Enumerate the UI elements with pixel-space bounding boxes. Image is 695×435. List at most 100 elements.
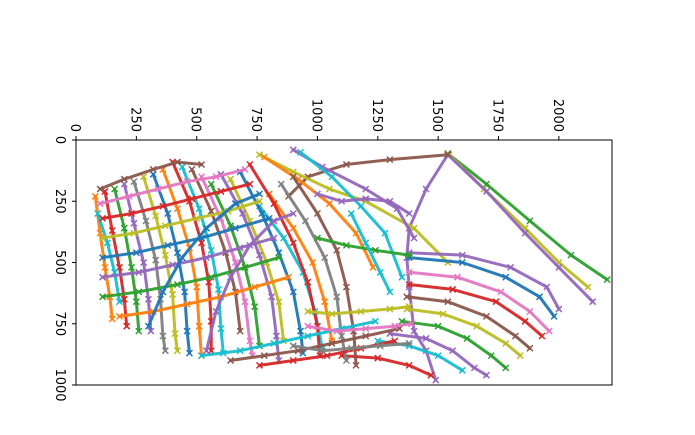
data-point-marker xyxy=(369,263,377,271)
data-point-marker xyxy=(270,339,278,347)
data-point-marker xyxy=(526,217,534,225)
data-point-marker xyxy=(304,307,312,316)
data-point-marker xyxy=(161,222,169,230)
data-point-marker xyxy=(260,352,268,360)
data-point-marker xyxy=(338,197,346,205)
data-point-marker xyxy=(185,349,194,357)
data-point-marker xyxy=(297,327,305,335)
data-point-marker xyxy=(241,263,249,271)
series-55 xyxy=(304,303,413,318)
data-point-marker xyxy=(144,322,152,330)
data-point-marker xyxy=(159,202,167,210)
x-tick-label: 750 xyxy=(248,107,263,132)
data-point-marker xyxy=(325,185,334,193)
data-point-marker xyxy=(258,209,266,218)
data-point-marker xyxy=(246,241,254,249)
data-point-marker xyxy=(120,295,128,303)
data-point-marker xyxy=(99,254,107,262)
data-point-marker xyxy=(207,180,215,188)
data-point-marker xyxy=(115,312,123,320)
x-tick-label: 1500 xyxy=(429,99,444,132)
series-52 xyxy=(313,190,413,218)
data-point-marker xyxy=(376,268,384,276)
data-point-marker xyxy=(275,298,283,306)
data-point-marker xyxy=(188,195,196,203)
data-point-marker xyxy=(277,180,285,188)
series-42 xyxy=(96,165,249,208)
data-point-marker xyxy=(342,356,350,365)
data-point-marker xyxy=(183,327,191,335)
data-point-marker xyxy=(123,322,131,330)
data-point-marker xyxy=(152,212,160,220)
data-point-marker xyxy=(405,361,413,369)
series-53 xyxy=(313,234,413,259)
data-point-marker xyxy=(398,273,406,281)
data-point-marker xyxy=(321,298,329,306)
x-tick-label: 250 xyxy=(127,107,142,132)
series-line xyxy=(229,327,401,362)
data-point-marker xyxy=(99,214,107,222)
series-19 xyxy=(289,173,360,369)
series-49 xyxy=(198,317,379,360)
series-line xyxy=(118,275,290,318)
series-39 xyxy=(91,192,116,323)
data-point-marker xyxy=(362,185,370,193)
data-point-marker xyxy=(226,175,235,183)
data-point-marker xyxy=(347,344,355,352)
data-point-marker xyxy=(470,364,478,372)
data-point-marker xyxy=(405,209,413,218)
series-line xyxy=(101,236,276,279)
data-point-marker xyxy=(434,352,442,360)
data-point-marker xyxy=(362,239,370,247)
series-line xyxy=(204,212,295,353)
series-line xyxy=(101,256,281,299)
data-point-marker xyxy=(207,273,215,281)
data-point-marker xyxy=(205,278,213,286)
series-10 xyxy=(405,254,558,320)
data-point-marker xyxy=(115,298,123,306)
data-point-marker xyxy=(526,307,534,316)
data-point-marker xyxy=(142,217,150,225)
data-point-marker xyxy=(333,293,341,301)
data-point-marker xyxy=(246,337,254,345)
data-point-marker xyxy=(270,217,278,225)
data-point-marker xyxy=(173,158,181,166)
data-point-marker xyxy=(555,305,563,313)
series-line xyxy=(258,153,450,264)
data-point-marker xyxy=(207,246,215,254)
data-point-marker xyxy=(226,356,235,365)
data-point-marker xyxy=(161,251,169,259)
series-line xyxy=(315,236,411,257)
series-57 xyxy=(289,339,413,355)
data-point-marker xyxy=(236,327,244,335)
data-point-marker xyxy=(183,178,191,186)
data-point-marker xyxy=(101,263,109,271)
series-23 xyxy=(246,160,324,360)
data-point-marker xyxy=(304,278,312,286)
data-point-marker xyxy=(405,268,413,276)
data-point-marker xyxy=(301,217,309,225)
data-point-marker xyxy=(108,315,116,323)
data-point-marker xyxy=(135,327,143,335)
data-point-marker xyxy=(386,288,394,296)
data-point-marker xyxy=(371,317,379,325)
y-tick-label: 0 xyxy=(52,136,67,144)
data-point-marker xyxy=(255,197,264,205)
data-point-marker xyxy=(217,325,225,333)
data-point-marker xyxy=(444,298,452,306)
data-point-marker xyxy=(231,200,239,208)
series-43 xyxy=(99,180,254,222)
data-point-marker xyxy=(473,322,481,330)
series-8 xyxy=(297,148,406,281)
data-point-marker xyxy=(449,347,457,355)
series-line xyxy=(340,354,433,377)
data-point-marker xyxy=(251,303,259,311)
data-point-marker xyxy=(217,187,225,195)
data-point-marker xyxy=(140,258,148,267)
data-point-marker xyxy=(173,347,181,355)
series-44 xyxy=(99,197,264,242)
data-point-marker xyxy=(171,330,179,338)
data-point-marker xyxy=(91,192,99,200)
series-41 xyxy=(96,158,206,193)
